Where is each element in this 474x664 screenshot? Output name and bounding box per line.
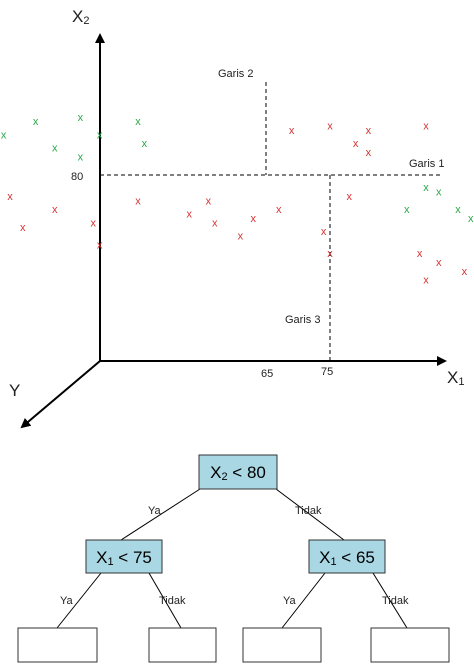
edge-label-left-yes: Ya [60, 595, 74, 607]
green-point: x [404, 204, 410, 216]
edge-label-root-yes: Ya [148, 505, 162, 517]
red-point: x [321, 226, 327, 238]
green-point: x [423, 182, 429, 194]
red-point: x [135, 195, 141, 207]
leaf-box-4 [370, 627, 450, 663]
depth-axis-label: Y [9, 381, 20, 400]
red-point: x [186, 209, 192, 221]
leaf-box-1 [17, 627, 98, 663]
edge-label-root-no: Tidak [295, 505, 322, 517]
edge-right-yes [281, 572, 326, 629]
red-point: x [327, 121, 333, 133]
red-point: x [238, 231, 244, 243]
red-point: x [436, 257, 442, 269]
node-left-text: X1 < 75 [96, 548, 152, 568]
red-point: x [7, 191, 13, 203]
node-root-text: X2 < 80 [210, 463, 266, 483]
x2-axis-label: X2 [72, 7, 89, 27]
red-point: x [462, 266, 468, 278]
red-point: x [206, 195, 212, 207]
x2-axis-subscript: 2 [83, 15, 89, 27]
green-point: x [142, 138, 148, 150]
edge-root-left [120, 488, 201, 541]
green-point: x [33, 116, 39, 128]
green-point: x [78, 151, 84, 163]
edge-root-right [275, 488, 345, 541]
red-point: x [276, 204, 282, 216]
tick-75: 75 [321, 366, 333, 378]
garis-1-label: Garis 1 [409, 158, 444, 170]
red-point: x [212, 217, 218, 229]
red-point: x [97, 239, 103, 251]
red-point: x [90, 217, 96, 229]
node-left: X1 < 75 [85, 539, 163, 574]
edge-label-left-no: Tidak [159, 595, 186, 607]
edge-left-yes [56, 572, 102, 629]
node-right: X1 < 65 [308, 539, 386, 574]
red-point: x [346, 191, 352, 203]
edge-right-no [372, 572, 408, 629]
green-point: x [468, 213, 474, 225]
edge-label-right-no: Tidak [382, 595, 409, 607]
red-point: x [366, 125, 372, 137]
garis-3-label: Garis 3 [285, 314, 320, 326]
tick-80: 80 [71, 171, 83, 183]
red-point: x [289, 125, 295, 137]
red-point: x [250, 213, 256, 225]
green-point: x [1, 129, 7, 141]
node-root: X2 < 80 [198, 454, 278, 490]
leaf-box-3 [242, 627, 322, 663]
edge-label-right-yes: Ya [283, 595, 297, 607]
green-point: x [52, 143, 58, 155]
red-point: x [20, 222, 26, 234]
red-point: x [353, 138, 359, 150]
green-point: x [455, 204, 461, 216]
tick-65: 65 [261, 368, 273, 380]
x1-axis-subscript: 1 [458, 376, 464, 388]
garis-2-label: Garis 2 [218, 68, 253, 80]
green-point: x [135, 116, 141, 128]
node-right-text: X1 < 65 [319, 548, 375, 568]
green-point: x [97, 129, 103, 141]
leaf-box-2 [148, 627, 217, 663]
red-point: x [417, 248, 423, 260]
green-point: x [78, 112, 84, 124]
red-point: x [366, 147, 372, 159]
red-point: x [423, 275, 429, 287]
red-point: x [327, 248, 333, 260]
green-point: x [436, 187, 442, 199]
depth-axis [20, 360, 101, 429]
red-point: x [423, 121, 429, 133]
x1-axis-label: X1 [447, 368, 464, 388]
scatter-points: xxxxxxxxxxxxxxxxxxxxxxxxxxxxxxxxxxxxxxxx… [1, 112, 474, 287]
edge-left-no [148, 572, 182, 629]
red-point: x [52, 204, 58, 216]
